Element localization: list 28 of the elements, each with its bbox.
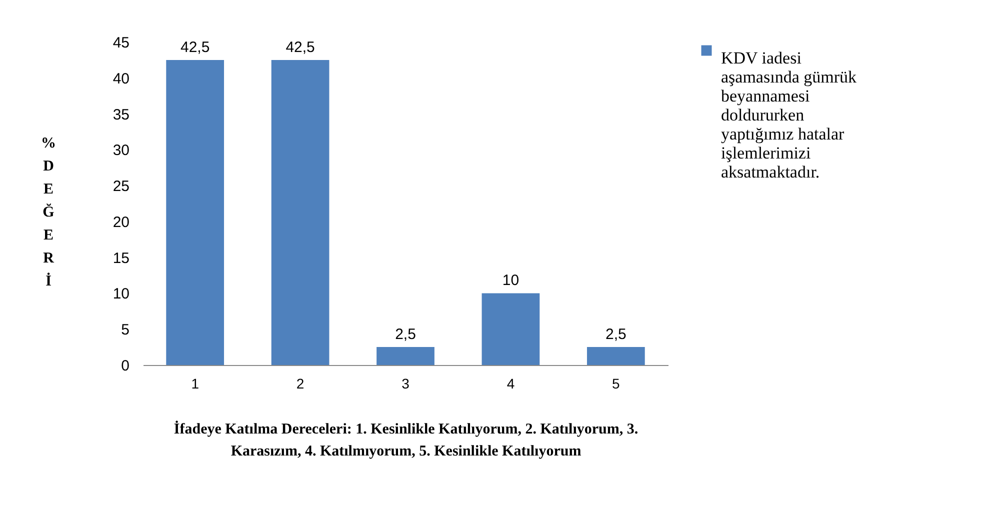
legend-label: KDV iadesi aşamasında gümrük beyannamesi doldururken yaptığımız hatalar işlemlerimizi aksatmaktadır. bbox=[721, 48, 857, 182]
x-tick-label: 2 bbox=[296, 376, 304, 392]
y-axis-title: % DEĞERİ bbox=[41, 136, 56, 290]
y-tick-label: 40 bbox=[112, 70, 130, 88]
data-label: 2,5 bbox=[605, 326, 626, 344]
data-label: 2,5 bbox=[395, 326, 416, 344]
y-tick-label: 35 bbox=[112, 106, 130, 124]
bar bbox=[586, 347, 645, 365]
y-tick-label: 10 bbox=[112, 286, 130, 303]
y-tick-label: 5 bbox=[121, 322, 130, 339]
y-tick-label: 30 bbox=[112, 142, 130, 160]
data-label: 10 bbox=[502, 272, 520, 290]
x-tick-label: 5 bbox=[612, 376, 620, 392]
y-tick-label: 25 bbox=[112, 178, 130, 196]
x-axis-title: İfadeye Katılma Dereceleri: 1. Kesinlikle Katılıyorum, 2. Katılıyorum, 3. Karasızım, 4. Katılmıyorum, 5. Kesinlikle Katılıyorum bbox=[174, 420, 638, 460]
bar bbox=[482, 293, 540, 365]
data-label: 42,5 bbox=[286, 38, 315, 56]
x-tick-label: 1 bbox=[191, 376, 200, 392]
y-tick-label: 20 bbox=[112, 214, 130, 231]
y-tick-label: 45 bbox=[112, 34, 130, 52]
x-tick-label: 3 bbox=[402, 376, 410, 392]
y-tick-label: 0 bbox=[121, 358, 130, 374]
bar bbox=[166, 60, 224, 365]
bar bbox=[376, 347, 434, 365]
x-tick-label: 4 bbox=[506, 376, 515, 392]
y-tick-label: 15 bbox=[112, 250, 130, 267]
data-label: 42,5 bbox=[180, 38, 210, 56]
bar bbox=[271, 60, 330, 365]
